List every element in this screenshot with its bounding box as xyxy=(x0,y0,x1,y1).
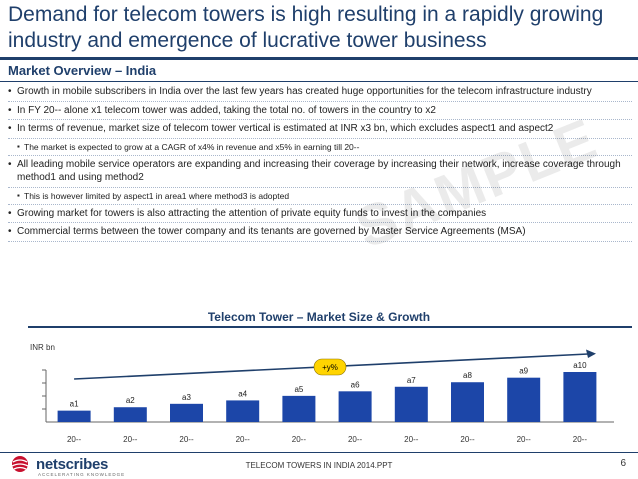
bar-data-label: a4 xyxy=(238,389,247,398)
bar-data-label: a6 xyxy=(351,380,360,389)
bullet-item: All leading mobile service operators are… xyxy=(8,158,632,188)
bar-data-label: a2 xyxy=(126,396,135,405)
bar xyxy=(226,400,260,422)
logo-text: netscribes xyxy=(36,455,109,473)
page-number: 6 xyxy=(620,458,626,469)
footer-divider xyxy=(0,452,638,453)
x-tick-label: 20-- xyxy=(460,435,475,444)
growth-badge xyxy=(313,358,347,376)
x-tick-label: 20-- xyxy=(517,435,532,444)
y-axis-label: INR bn xyxy=(30,343,55,352)
logo-tagline: ACCELERATING KNOWLEDGE xyxy=(38,472,126,477)
bar-data-label: a7 xyxy=(407,376,416,385)
page-title: Demand for telecom towers is high result… xyxy=(8,3,604,52)
x-tick-label: 20-- xyxy=(573,435,588,444)
x-tick-label: 20-- xyxy=(123,435,138,444)
section-divider xyxy=(0,81,638,82)
bar xyxy=(282,395,316,422)
bar xyxy=(170,403,203,422)
section-heading: Market Overview – India xyxy=(8,63,157,78)
bar-data-label: a3 xyxy=(182,393,191,402)
bullet-item: In terms of revenue, market size of tele… xyxy=(8,122,632,139)
sub-bullet-item: This is however limited by aspect1 in ar… xyxy=(8,190,632,205)
bullet-item: Growing market for towers is also attrac… xyxy=(8,207,632,223)
x-tick-label: 20-- xyxy=(236,435,251,444)
bullet-list: Growth in mobile subscribers in India ov… xyxy=(8,85,632,244)
chart-title: Telecom Tower – Market Size & Growth xyxy=(207,310,431,324)
x-tick-label: 20-- xyxy=(348,435,363,444)
sub-bullet-item: The market is expected to grow at a CAGR… xyxy=(8,141,632,156)
growth-badge-label: +y% xyxy=(322,363,338,372)
x-tick-label: 20-- xyxy=(292,435,307,444)
bar xyxy=(563,372,597,422)
bar xyxy=(338,391,372,422)
x-tick-label: 20-- xyxy=(67,435,82,444)
growth-arrow-head xyxy=(586,349,596,358)
x-tick-label: 20-- xyxy=(179,435,194,444)
bar xyxy=(451,382,484,422)
title-divider xyxy=(0,57,638,60)
bar xyxy=(113,407,147,422)
bar xyxy=(507,377,541,422)
bullet-item: Growth in mobile subscribers in India ov… xyxy=(8,85,632,102)
bar xyxy=(57,410,91,422)
bar xyxy=(394,386,428,422)
netscribes-logo: netscribes ACCELERATING KNOWLEDGE xyxy=(8,455,124,477)
bullet-item: Commercial terms between the tower compa… xyxy=(8,225,632,242)
logo-icon xyxy=(11,456,29,472)
bullet-item: In FY 20-- alone x1 telecom tower was ad… xyxy=(8,104,632,120)
chart-title-divider xyxy=(28,326,632,328)
bar-data-label: a9 xyxy=(519,367,528,376)
x-tick-label: 20-- xyxy=(404,435,419,444)
footer-filename: TELECOM TOWERS IN INDIA 2014.PPT xyxy=(245,461,393,470)
bar-data-label: a5 xyxy=(294,385,303,394)
bar-data-label: a10 xyxy=(573,361,587,370)
bar-data-label: a1 xyxy=(70,400,79,409)
bar-data-label: a8 xyxy=(463,371,472,380)
bar-chart: INR bn a1 20-- a2 20-- a3 20-- a4 20-- a5 20-- a6 20… xyxy=(30,343,614,444)
